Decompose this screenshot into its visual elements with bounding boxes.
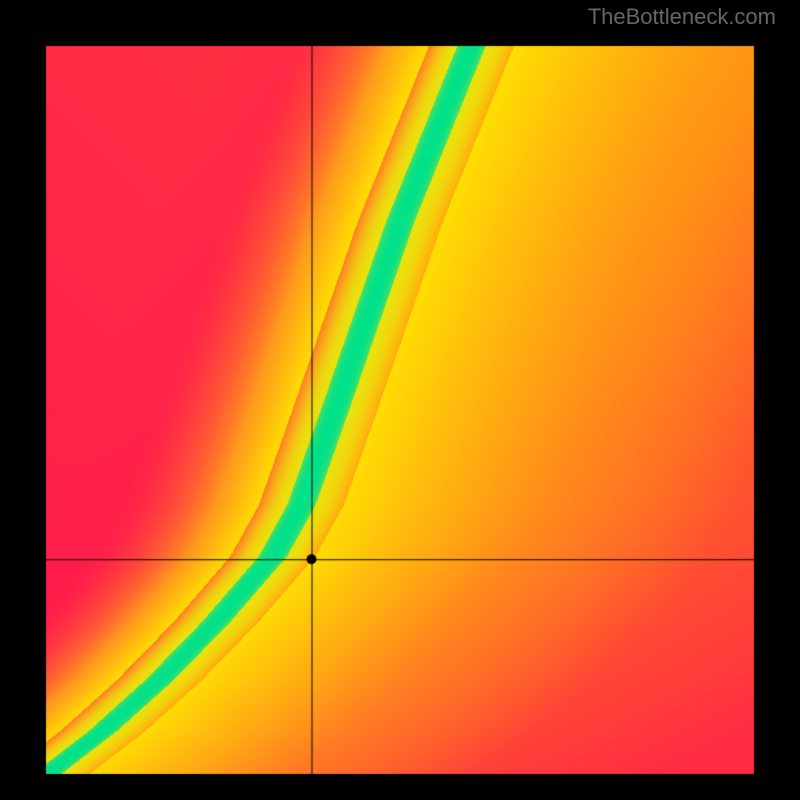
chart-container: TheBottleneck.com [0, 0, 800, 800]
watermark-text: TheBottleneck.com [588, 4, 776, 30]
bottleneck-heatmap [0, 0, 800, 800]
